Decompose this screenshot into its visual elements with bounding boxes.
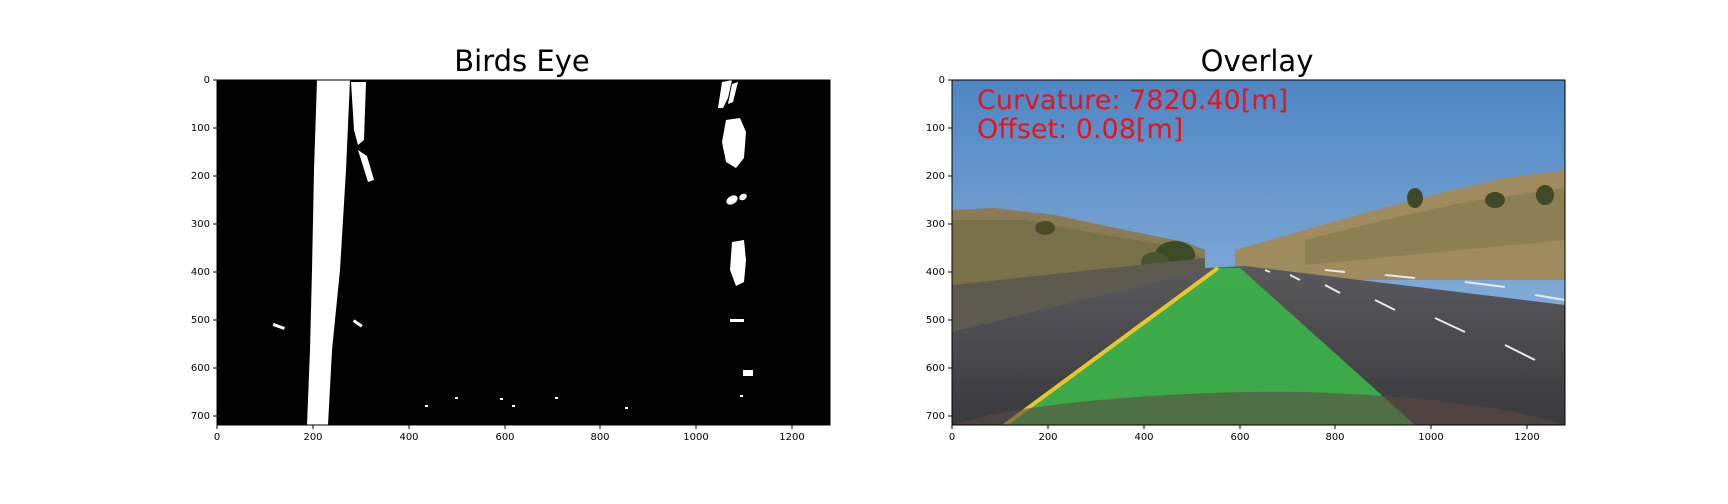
x-tick: 1000 bbox=[683, 432, 708, 443]
birds-eye-x-ticks: 0 200 400 600 800 1000 1200 bbox=[214, 425, 805, 443]
birds-eye-axes bbox=[216, 79, 831, 426]
x-tick: 0 bbox=[949, 432, 955, 443]
y-tick: 600 bbox=[926, 363, 945, 374]
birds-eye-title: Birds Eye bbox=[454, 44, 590, 78]
y-tick: 300 bbox=[926, 219, 945, 230]
offset-text: Offset: 0.08[m] bbox=[977, 114, 1183, 145]
overlay-text: Curvature: 7820.40[m] Offset: 0.08[m] bbox=[977, 85, 1288, 145]
x-tick: 400 bbox=[1134, 432, 1153, 443]
curvature-text: Curvature: 7820.40[m] bbox=[977, 85, 1288, 116]
y-tick: 600 bbox=[191, 363, 210, 374]
x-tick: 0 bbox=[214, 432, 220, 443]
y-tick: 400 bbox=[191, 267, 210, 278]
x-tick: 800 bbox=[590, 432, 609, 443]
x-tick: 200 bbox=[303, 432, 322, 443]
x-tick: 600 bbox=[1230, 432, 1249, 443]
overlay-y-ticks: 0 100 200 300 400 500 600 700 bbox=[926, 75, 952, 422]
overlay-image bbox=[952, 80, 1566, 427]
overlay-plot: Curvature: 7820.40[m] Offset: 0.08[m] 0 … bbox=[926, 75, 1566, 443]
birds-eye-lane-mask bbox=[272, 80, 753, 425]
birds-eye-y-ticks: 0 100 200 300 400 500 600 700 bbox=[191, 75, 217, 422]
x-tick: 1200 bbox=[779, 432, 804, 443]
x-tick: 1000 bbox=[1418, 432, 1443, 443]
y-tick: 700 bbox=[191, 411, 210, 422]
x-tick: 200 bbox=[1038, 432, 1057, 443]
x-tick: 1200 bbox=[1514, 432, 1539, 443]
y-tick: 200 bbox=[926, 171, 945, 182]
y-tick: 100 bbox=[926, 123, 945, 134]
y-tick: 200 bbox=[191, 171, 210, 182]
y-tick: 100 bbox=[191, 123, 210, 134]
y-tick: 500 bbox=[191, 315, 210, 326]
y-tick: 300 bbox=[191, 219, 210, 230]
birds-eye-plot: 0 100 200 300 400 500 600 700 0 200 400 … bbox=[191, 75, 831, 443]
x-tick: 800 bbox=[1325, 432, 1344, 443]
y-tick: 700 bbox=[926, 411, 945, 422]
y-tick: 400 bbox=[926, 267, 945, 278]
overlay-x-ticks: 0 200 400 600 800 1000 1200 bbox=[949, 425, 1540, 443]
x-tick: 400 bbox=[399, 432, 418, 443]
y-tick: 500 bbox=[926, 315, 945, 326]
y-tick: 0 bbox=[939, 75, 945, 86]
x-tick: 600 bbox=[495, 432, 514, 443]
overlay-axes bbox=[951, 79, 1566, 426]
overlay-title: Overlay bbox=[1200, 44, 1314, 78]
y-tick: 0 bbox=[204, 75, 210, 86]
